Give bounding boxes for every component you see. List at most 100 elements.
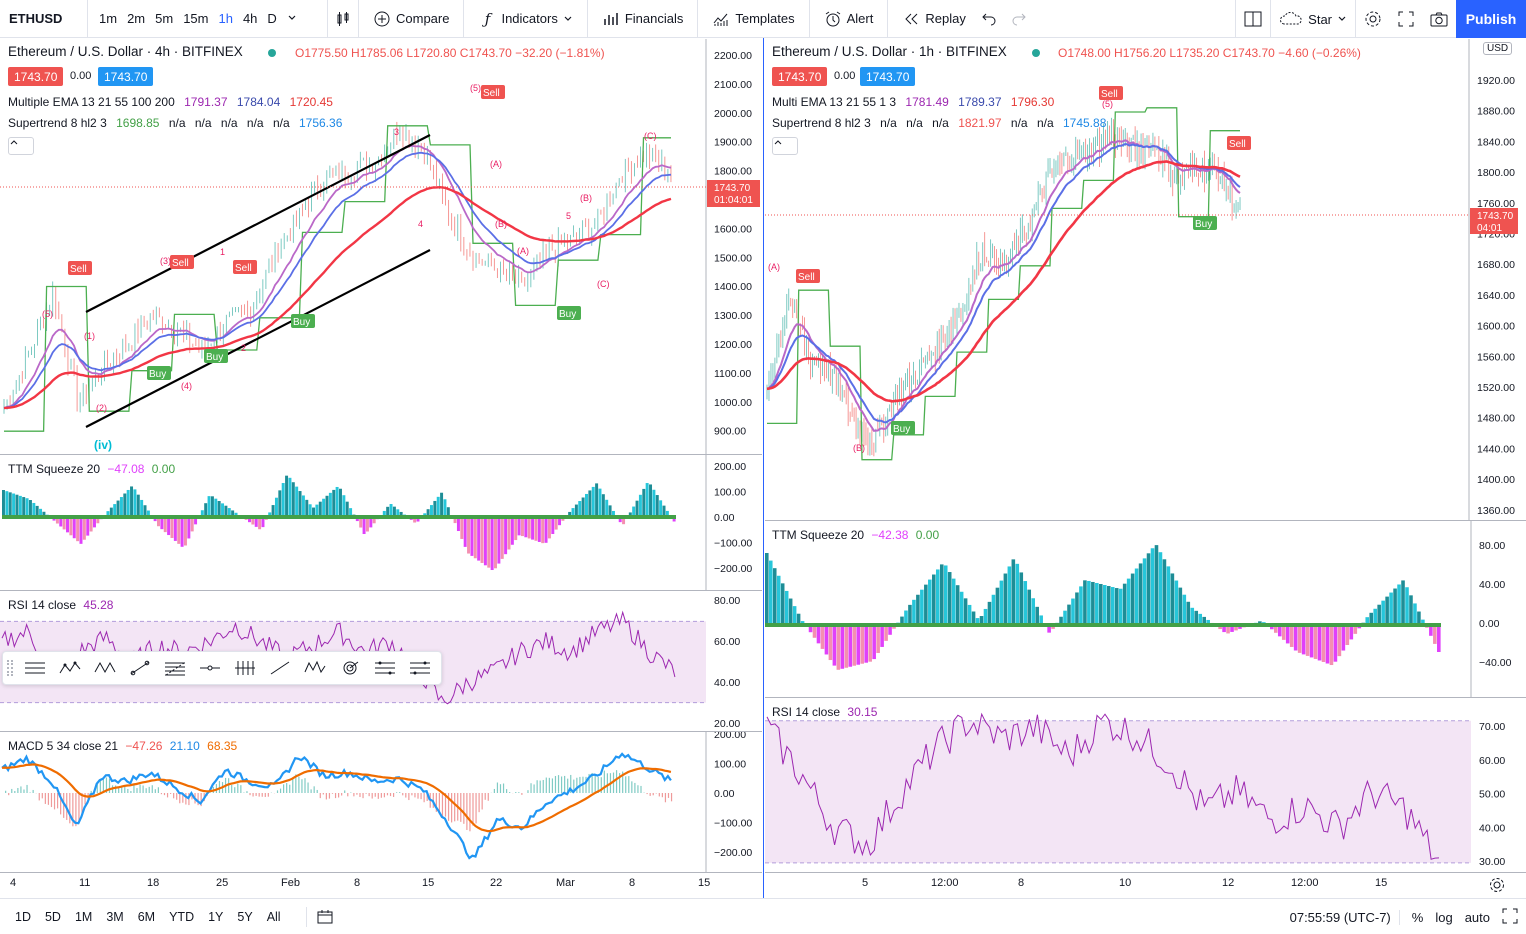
pane-separator[interactable]: [0, 872, 762, 873]
abcd-pattern-tool-icon[interactable]: [52, 653, 87, 683]
range-1D[interactable]: 1D: [15, 909, 31, 924]
range-1Y[interactable]: 1Y: [208, 909, 224, 924]
right-rsi-legend[interactable]: RSI 14 close 30.15: [772, 705, 877, 719]
snapshot-button[interactable]: [1422, 11, 1456, 27]
financials-button[interactable]: Financials: [594, 10, 692, 28]
percent-toggle[interactable]: %: [1411, 909, 1424, 925]
layout-button[interactable]: [1235, 0, 1270, 38]
right-rsi-chart[interactable]: 70.00 60.00 50.00 40.00 30.00: [765, 698, 1526, 872]
left-price-chart[interactable]: 2200.002100.002000.001900.001800.001700.…: [0, 39, 762, 454]
redo-button[interactable]: [1004, 12, 1034, 26]
interval-5m[interactable]: 5m: [155, 11, 174, 26]
range-All[interactable]: All: [266, 909, 281, 924]
macd-hist-bar: [667, 793, 670, 798]
squeeze-bar: [1023, 581, 1028, 625]
layout-divider[interactable]: [763, 38, 764, 898]
auto-toggle[interactable]: auto: [1464, 909, 1490, 925]
left-rsi-legend[interactable]: RSI 14 close 45.28: [8, 598, 113, 612]
fib-retracement-tool-icon[interactable]: [157, 653, 192, 683]
indicators-label: Indicators: [501, 11, 558, 26]
vertical-lines-tool-icon[interactable]: [227, 653, 262, 683]
interval-15m[interactable]: 15m: [183, 11, 209, 26]
right-main-pane[interactable]: 1920.00 1880.00 1840.00 1800.00 1760.00 1720.…: [765, 39, 1526, 520]
short-position-tool-icon[interactable]: [402, 653, 437, 683]
ray-tool-icon[interactable]: [262, 653, 297, 683]
xabcd-pattern-tool-icon[interactable]: [87, 653, 122, 683]
left-squeeze-pane[interactable]: 200.00 100.00 0.00 −100.00 −200.00 TTM Squee…: [0, 455, 762, 590]
settings-button[interactable]: [1355, 0, 1390, 38]
compare-button[interactable]: Compare: [365, 10, 457, 28]
right-chart-title[interactable]: Ethereum / U.S. Dollar · 1h · BITFINEX: [772, 44, 1007, 59]
left-macd-legend[interactable]: MACD 5 34 close 21 −47.26 21.10 68.35: [8, 739, 237, 753]
interval-1h[interactable]: 1h: [218, 11, 233, 26]
symbol-search[interactable]: ETHUSD: [0, 0, 88, 38]
trend-line-tool-icon[interactable]: [122, 653, 157, 683]
pane-separator[interactable]: [765, 872, 1526, 873]
pane-separator[interactable]: [765, 697, 1526, 698]
pane-separator[interactable]: [0, 731, 762, 732]
legend-collapse-button[interactable]: [8, 137, 34, 155]
log-toggle[interactable]: log: [1435, 909, 1453, 925]
publish-button[interactable]: Publish: [1456, 0, 1526, 38]
clock[interactable]: 07:55:59 (UTC-7): [1290, 909, 1400, 925]
right-rsi-pane[interactable]: 70.00 60.00 50.00 40.00 30.00 RSI 14 close 3…: [765, 698, 1526, 872]
right-ema-legend[interactable]: Multi EMA 13 21 55 1 3 1781.49 1789.37 1…: [772, 95, 1060, 109]
indicators-button[interactable]: ƒ Indicators: [470, 10, 580, 28]
right-time-axis[interactable]: 5 12:00 8 10 12 12:00 15: [765, 873, 1526, 897]
squeeze-bar: [332, 489, 336, 517]
alert-button[interactable]: Alert: [816, 10, 882, 28]
left-chart-title[interactable]: Ethereum / U.S. Dollar · 4h · BITFINEX: [8, 44, 243, 59]
pane-separator[interactable]: [765, 520, 1526, 521]
range-5D[interactable]: 5D: [44, 909, 61, 924]
currency-badge[interactable]: USD: [1483, 42, 1513, 55]
horizontal-lines-tool-icon[interactable]: [17, 653, 52, 683]
templates-button[interactable]: Templates: [704, 10, 802, 28]
right-supertrend-legend[interactable]: Supertrend 8 hl2 3 n/a n/a n/a 1821.97 n…: [772, 116, 1112, 130]
range-group: 1D 5D 1M 3M 6M YTD 1Y 5Y All: [0, 906, 333, 927]
maximize-icon[interactable]: [1502, 908, 1518, 927]
chevron-down-icon[interactable]: [282, 11, 302, 26]
elliott-wave-tool-icon[interactable]: [297, 653, 332, 683]
left-squeeze-chart[interactable]: 200.00 100.00 0.00 −100.00 −200.00: [0, 455, 762, 590]
range-YTD[interactable]: YTD: [169, 909, 195, 924]
interval-2m[interactable]: 2m: [127, 11, 146, 26]
candles-icon[interactable]: [334, 10, 352, 28]
star-button[interactable]: Star: [1270, 0, 1355, 38]
range-3M[interactable]: 3M: [106, 909, 124, 924]
undo-button[interactable]: [974, 12, 1004, 26]
right-ask-badge[interactable]: 1743.70: [860, 67, 916, 86]
pane-separator[interactable]: [0, 590, 762, 591]
left-time-axis[interactable]: 4 11 18 25 Feb 8 15 22 Mar 8 15: [0, 873, 762, 897]
right-squeeze-pane[interactable]: 80.00 40.00 0.00 −40.00 TTM Squeeze 20 −42.…: [765, 521, 1526, 697]
pane-separator[interactable]: [0, 454, 762, 455]
drag-handle-icon[interactable]: [7, 660, 13, 676]
interval-4h[interactable]: 4h: [242, 11, 258, 26]
left-bid-badge[interactable]: 1743.70: [8, 67, 64, 86]
date-range-icon[interactable]: [305, 906, 333, 927]
range-5Y[interactable]: 5Y: [237, 909, 253, 924]
fullscreen-button[interactable]: [1390, 11, 1422, 27]
right-bid-badge[interactable]: 1743.70: [772, 67, 828, 86]
interval-D[interactable]: D: [267, 11, 277, 26]
left-ema-legend[interactable]: Multiple EMA 13 21 55 100 200 1791.37 17…: [8, 95, 339, 109]
spiral-tool-icon[interactable]: [332, 653, 367, 683]
long-position-tool-icon[interactable]: [367, 653, 402, 683]
range-6M[interactable]: 6M: [137, 909, 156, 924]
right-price-chart[interactable]: 1920.001880.001840.001800.001760.001720.…: [765, 39, 1526, 520]
sell-signal: [481, 85, 505, 99]
horizontal-ray-tool-icon[interactable]: [192, 653, 227, 683]
legend-collapse-button[interactable]: [772, 137, 798, 155]
range-1M[interactable]: 1M: [74, 909, 93, 924]
replay-button[interactable]: Replay: [894, 10, 973, 28]
left-macd-chart[interactable]: 200.00 100.00 0.00 −100.00 −200.00: [0, 732, 762, 872]
right-squeeze-chart[interactable]: 80.00 40.00 0.00 −40.00: [765, 521, 1526, 697]
left-main-pane[interactable]: 2200.002100.002000.001900.001800.001700.…: [0, 39, 762, 454]
squeeze-bar: [153, 517, 157, 522]
left-macd-pane[interactable]: 200.00 100.00 0.00 −100.00 −200.00 MACD 5 34…: [0, 732, 762, 872]
left-ask-badge[interactable]: 1743.70: [98, 67, 154, 86]
left-supertrend-legend[interactable]: Supertrend 8 hl2 3 1698.85 n/a n/a n/a n…: [8, 116, 348, 130]
left-squeeze-legend[interactable]: TTM Squeeze 20 −47.08 0.00: [8, 462, 175, 476]
interval-1m[interactable]: 1m: [99, 11, 118, 26]
gear-icon[interactable]: [1487, 875, 1507, 895]
right-squeeze-legend[interactable]: TTM Squeeze 20 −42.38 0.00: [772, 528, 939, 542]
